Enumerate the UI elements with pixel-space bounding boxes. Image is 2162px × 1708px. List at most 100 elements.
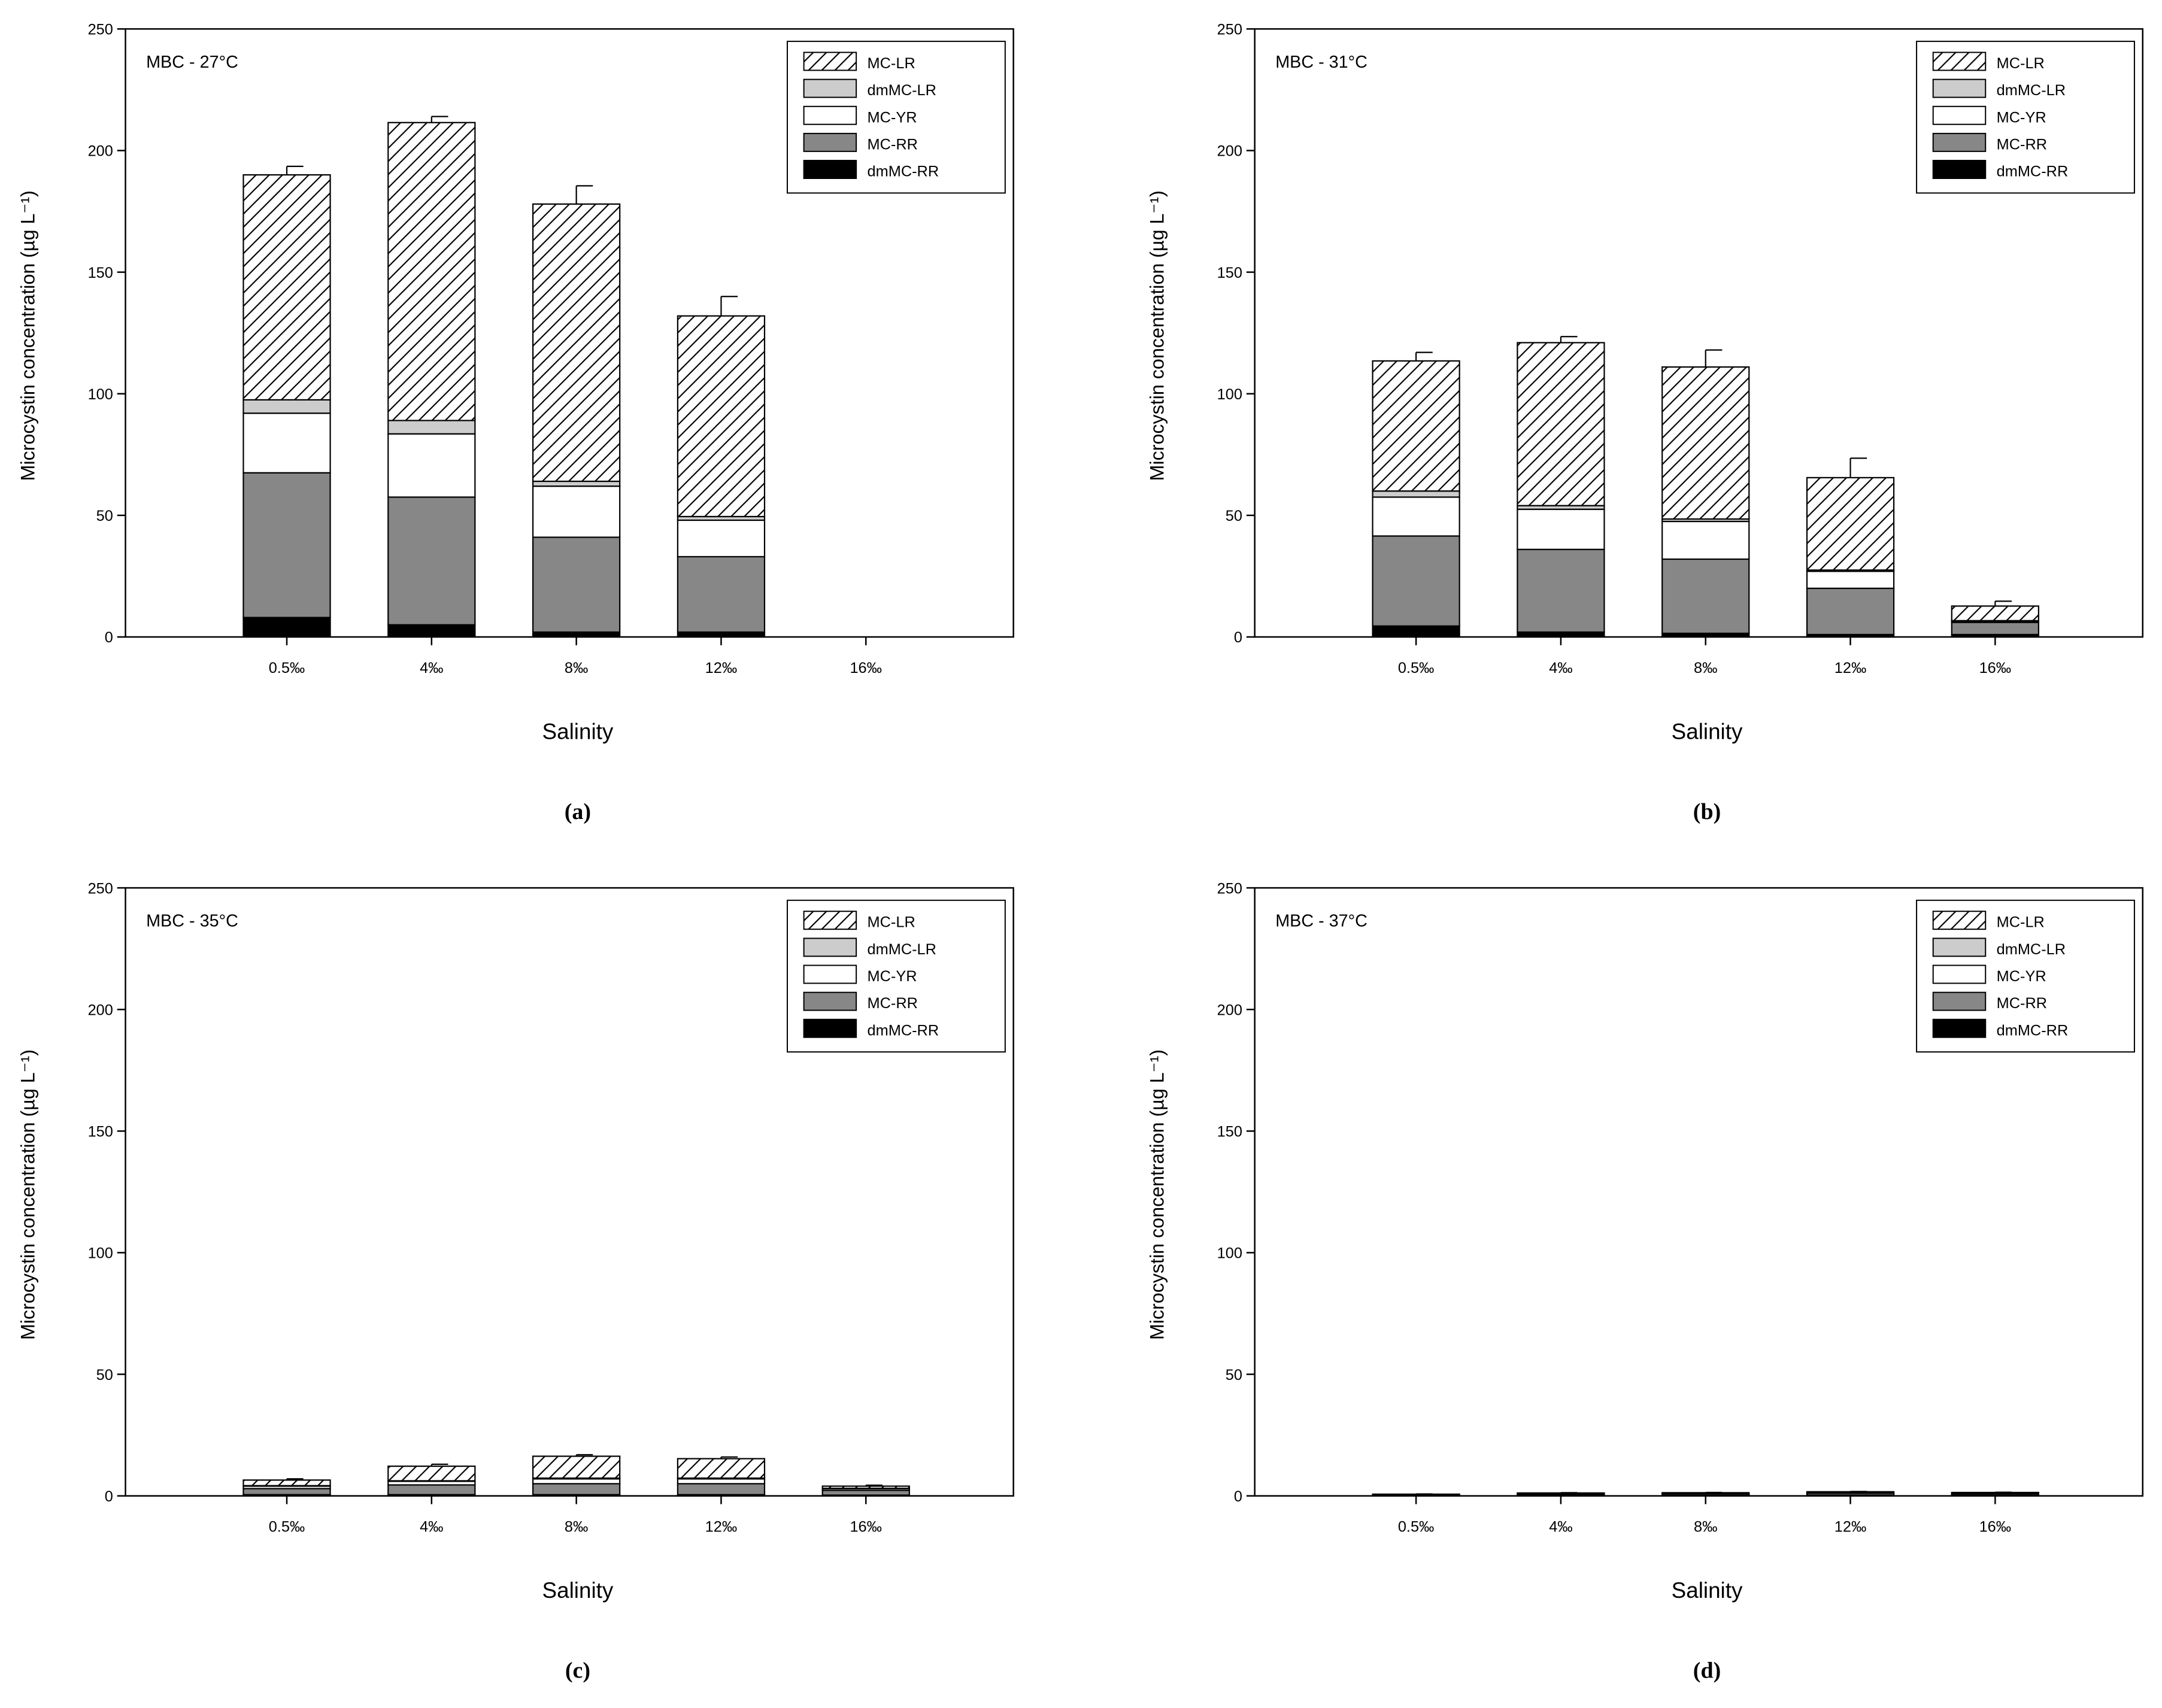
legend-swatch-dmmc-rr <box>1932 160 1987 179</box>
bar-mc-lr <box>1517 342 1605 506</box>
x-tick-label: 4‰ <box>420 660 443 676</box>
bar-mc-lr <box>677 315 766 517</box>
bar-mc-rr <box>387 496 476 626</box>
legend-swatch-mc-rr <box>1932 991 1987 1011</box>
bar-mc-rr <box>1517 548 1605 633</box>
subplot-label: (d) <box>1693 1658 1721 1683</box>
bar-dmmc-rr <box>387 624 476 638</box>
bar-mc-rr <box>1806 587 1895 635</box>
subplot-label: (b) <box>1693 799 1721 824</box>
bar-mc-yr <box>677 1478 766 1485</box>
legend-swatch-mc-rr <box>803 991 857 1011</box>
legend-label-mc-rr: MC-RR <box>868 136 918 153</box>
y-tick-label: 200 <box>1217 1002 1242 1018</box>
x-tick-label: 16‰ <box>850 660 882 676</box>
bar-dmmc-rr <box>532 631 621 638</box>
bar-dmmc-lr <box>242 399 331 414</box>
bar-mc-rr <box>677 556 766 633</box>
legend-swatch-dmmc-rr <box>1932 1018 1987 1038</box>
legend-label-mc-yr: MC-YR <box>1997 968 2046 985</box>
bar-mc-rr <box>1951 621 2039 635</box>
legend-label-dmmc-rr: dmMC-RR <box>1997 1022 2069 1039</box>
bar-mc-lr <box>1372 1493 1460 1495</box>
x-tick-label: 16‰ <box>1979 1519 2012 1536</box>
bar-mc-yr <box>677 519 766 557</box>
y-tick-label: 150 <box>1217 1124 1242 1140</box>
legend-label-mc-lr: MC-LR <box>868 55 915 72</box>
y-tick-label: 100 <box>88 1245 113 1262</box>
x-axis-label: Salinity <box>1672 1578 1743 1603</box>
bar-mc-lr <box>532 203 621 483</box>
bar-mc-lr <box>387 1466 476 1482</box>
legend-swatch-dmmc-lr <box>1932 938 1987 957</box>
x-tick-label: 0.5‰ <box>269 660 305 676</box>
legend-swatch-dmmc-lr <box>803 938 857 957</box>
legend-swatch-dmmc-rr <box>803 160 857 179</box>
bar-mc-yr <box>1661 520 1750 560</box>
x-tick-label: 4‰ <box>1549 660 1572 676</box>
legend-swatch-mc-yr <box>1932 964 1987 984</box>
chart-panel-4: 0 50 100 150 200 250 0.5‰ 4‰ 8‰ 12‰ 16‰ MBC - 37°C M… <box>1147 880 2144 1683</box>
chart-panel-3: 0 50 100 150 200 250 0.5‰ 4‰ 8‰ 12‰ 16‰ MBC - 35°C M… <box>17 880 1014 1683</box>
y-axis-label: Microcystin concentration (µg L⁻¹) <box>17 1049 39 1340</box>
bar-dmmc-lr <box>387 420 476 435</box>
bar-mc-lr <box>242 1479 331 1486</box>
y-tick-label: 100 <box>1217 1245 1242 1262</box>
bar-mc-rr <box>1372 535 1460 627</box>
legend-label-mc-rr: MC-RR <box>868 995 918 1012</box>
y-tick-label: 150 <box>1217 265 1242 281</box>
bar-mc-rr <box>821 1489 910 1496</box>
bar-mc-lr <box>821 1485 910 1489</box>
bar-mc-lr <box>677 1458 766 1479</box>
legend-label-mc-yr: MC-YR <box>868 109 917 126</box>
x-tick-label: 16‰ <box>1979 660 2012 676</box>
bar-dmmc-lr <box>1372 490 1460 498</box>
legend-swatch-mc-yr <box>1932 105 1987 125</box>
y-tick-label: 150 <box>88 265 113 281</box>
bar-mc-yr <box>1372 496 1460 537</box>
bar-dmmc-rr <box>677 631 766 638</box>
y-tick-label: 0 <box>105 1488 113 1505</box>
y-tick-label: 100 <box>88 386 113 403</box>
x-tick-label: 12‰ <box>1834 660 1867 676</box>
y-tick-label: 50 <box>96 1367 113 1384</box>
legend-swatch-mc-lr <box>803 51 857 71</box>
bar-mc-lr <box>387 122 476 421</box>
y-tick-label: 200 <box>88 143 113 160</box>
bar-dmmc-rr <box>242 617 331 638</box>
x-axis-label: Salinity <box>542 719 614 744</box>
bar-mc-lr <box>1517 1492 1605 1495</box>
legend-label-dmmc-rr: dmMC-RR <box>868 163 939 180</box>
subplot-label: (a) <box>565 799 591 824</box>
y-tick-label: 50 <box>1226 508 1242 524</box>
bar-mc-yr <box>532 485 621 538</box>
bar-mc-rr <box>532 1483 621 1495</box>
bar-mc-lr <box>1806 477 1895 571</box>
legend-label-mc-rr: MC-RR <box>1997 136 2047 153</box>
bar-mc-lr <box>242 174 331 401</box>
x-tick-label: 4‰ <box>1549 1519 1572 1536</box>
bar-mc-lr <box>532 1455 621 1479</box>
y-tick-label: 250 <box>1217 22 1242 38</box>
bar-mc-rr <box>242 472 331 618</box>
bar-dmmc-rr <box>1372 625 1460 638</box>
legend-label-mc-rr: MC-RR <box>1997 995 2047 1012</box>
x-tick-label: 16‰ <box>850 1519 882 1536</box>
legend-swatch-mc-rr <box>1932 132 1987 152</box>
legend: MC-LR dmMC-LR MC-YR MC-RR dmMC-RR <box>786 41 1006 194</box>
x-axis-label: Salinity <box>1672 719 1743 744</box>
legend-label-dmmc-lr: dmMC-LR <box>868 941 936 958</box>
chart-panel-2: 0 50 100 150 200 250 0.5‰ 4‰ 8‰ 12‰ 16‰ MBC - 31°C M… <box>1147 22 2144 824</box>
chart-title: MBC - 27°C <box>146 53 238 72</box>
y-tick-label: 250 <box>88 880 113 897</box>
y-tick-label: 50 <box>96 508 113 524</box>
chart-title: MBC - 31°C <box>1275 53 1367 72</box>
y-tick-label: 200 <box>1217 143 1242 160</box>
legend-label-dmmc-rr: dmMC-RR <box>1997 163 2069 180</box>
bar-mc-rr <box>1661 558 1750 634</box>
bar-mc-yr <box>242 412 331 474</box>
bar-mc-rr <box>242 1488 331 1495</box>
x-axis-label: Salinity <box>542 1578 614 1603</box>
legend-label-mc-yr: MC-YR <box>1997 109 2046 126</box>
